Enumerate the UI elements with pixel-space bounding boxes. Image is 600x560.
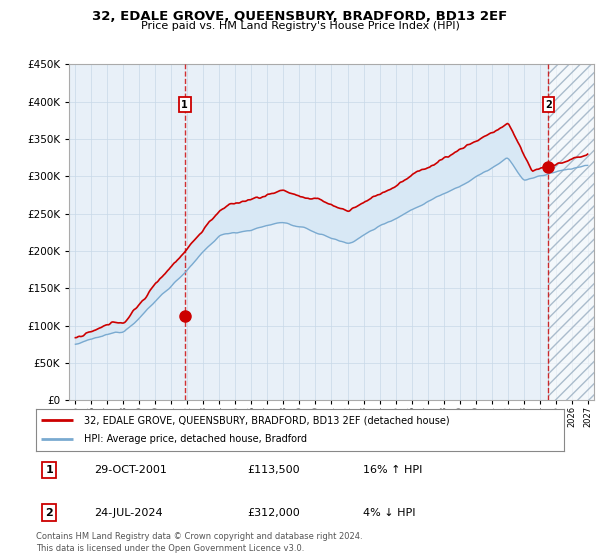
Bar xyxy=(548,64,594,400)
Text: Price paid vs. HM Land Registry's House Price Index (HPI): Price paid vs. HM Land Registry's House … xyxy=(140,21,460,31)
Text: 32, EDALE GROVE, QUEENSBURY, BRADFORD, BD13 2EF: 32, EDALE GROVE, QUEENSBURY, BRADFORD, B… xyxy=(92,10,508,22)
Text: HPI: Average price, detached house, Bradford: HPI: Average price, detached house, Brad… xyxy=(83,435,307,445)
Text: £113,500: £113,500 xyxy=(247,465,300,475)
Text: 24-JUL-2024: 24-JUL-2024 xyxy=(94,507,163,517)
Text: 4% ↓ HPI: 4% ↓ HPI xyxy=(364,507,416,517)
Text: 29-OCT-2001: 29-OCT-2001 xyxy=(94,465,167,475)
Text: 32, EDALE GROVE, QUEENSBURY, BRADFORD, BD13 2EF (detached house): 32, EDALE GROVE, QUEENSBURY, BRADFORD, B… xyxy=(83,415,449,425)
Text: 2: 2 xyxy=(545,100,552,110)
Text: Contains HM Land Registry data © Crown copyright and database right 2024.
This d: Contains HM Land Registry data © Crown c… xyxy=(36,532,362,553)
Text: 2: 2 xyxy=(46,507,53,517)
Text: 1: 1 xyxy=(46,465,53,475)
Text: 1: 1 xyxy=(181,100,188,110)
Bar xyxy=(548,64,594,400)
Text: 16% ↑ HPI: 16% ↑ HPI xyxy=(364,465,423,475)
Text: £312,000: £312,000 xyxy=(247,507,300,517)
